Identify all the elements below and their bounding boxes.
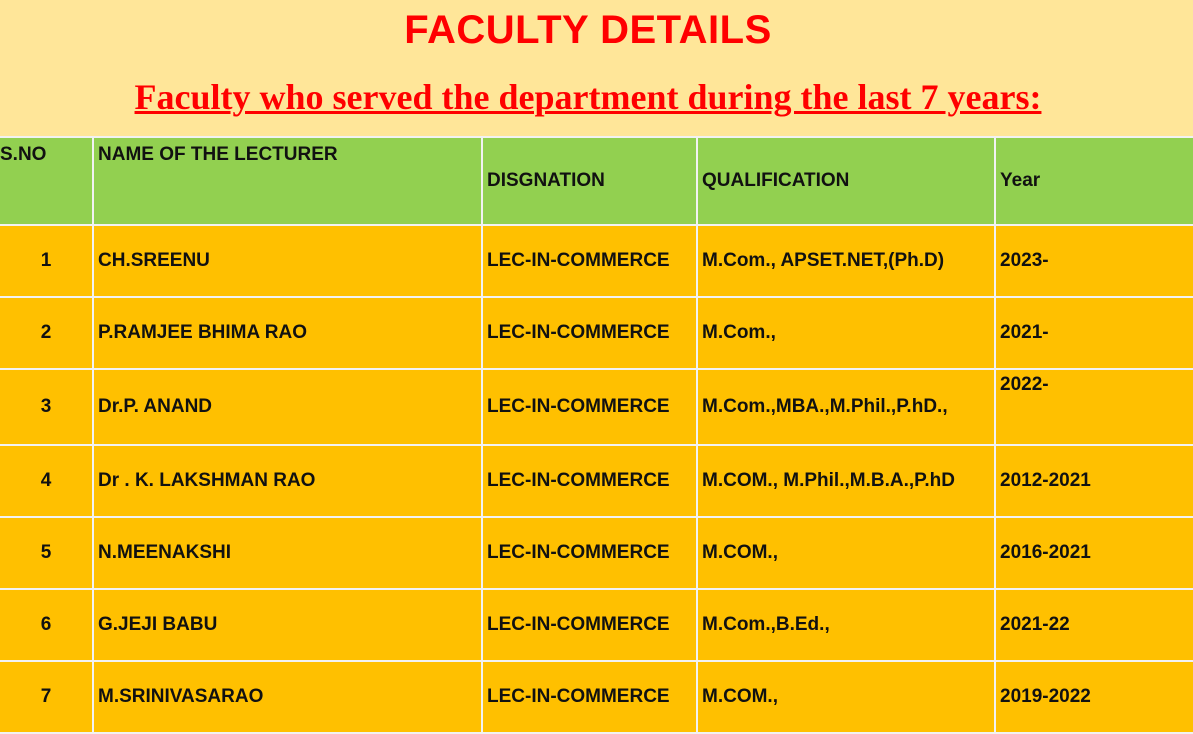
cell-designation: LEC-IN-COMMERCE	[481, 368, 698, 446]
cell-year: 2012-2021	[994, 444, 1193, 518]
header-qualification: QUALIFICATION	[696, 136, 996, 226]
cell-designation: LEC-IN-COMMERCE	[481, 516, 698, 590]
cell-qualification: M.Com.,B.Ed.,	[696, 588, 996, 662]
cell-designation: LEC-IN-COMMERCE	[481, 588, 698, 662]
cell-qualification: M.COM.,	[696, 516, 996, 590]
cell-designation: LEC-IN-COMMERCE	[481, 444, 698, 518]
cell-sno: 5	[0, 516, 94, 590]
header-designation: DISGNATION	[481, 136, 698, 226]
table-row: 5 N.MEENAKSHI LEC-IN-COMMERCE M.COM., 2016-2…	[0, 516, 1193, 590]
table-row: 1 CH.SREENU LEC-IN-COMMERCE M.Com., APSET.N…	[0, 224, 1193, 298]
cell-year: 2021-	[994, 296, 1193, 370]
table-header-row: S.NO NAME OF THE LECTURER DISGNATION QUA…	[0, 136, 1193, 226]
cell-name: CH.SREENU	[92, 224, 483, 298]
cell-designation: LEC-IN-COMMERCE	[481, 296, 698, 370]
table-row: 2 P.RAMJEE BHIMA RAO LEC-IN-COMMERCE M.Com.…	[0, 296, 1193, 370]
cell-sno: 2	[0, 296, 94, 370]
cell-year: 2019-2022	[994, 660, 1193, 734]
cell-sno: 6	[0, 588, 94, 662]
cell-year: 2016-2021	[994, 516, 1193, 590]
header-name: NAME OF THE LECTURER	[92, 136, 483, 226]
cell-sno: 7	[0, 660, 94, 734]
cell-name: G.JEJI BABU	[92, 588, 483, 662]
cell-name: Dr.P. ANAND	[92, 368, 483, 446]
cell-qualification: M.Com., APSET.NET,(Ph.D)	[696, 224, 996, 298]
cell-sno: 3	[0, 368, 94, 446]
cell-designation: LEC-IN-COMMERCE	[481, 660, 698, 734]
cell-year: 2023-	[994, 224, 1193, 298]
cell-name: M.SRINIVASARAO	[92, 660, 483, 734]
page-subtitle: Faculty who served the department during…	[134, 77, 1042, 117]
cell-qualification: M.Com.,MBA.,M.Phil.,P.hD.,	[696, 368, 996, 446]
cell-name: P.RAMJEE BHIMA RAO	[92, 296, 483, 370]
cell-designation: LEC-IN-COMMERCE	[481, 224, 698, 298]
table-row: 3 Dr.P. ANAND LEC-IN-COMMERCE M.Com.,MBA.,M…	[0, 368, 1193, 446]
cell-qualification: M.COM.,	[696, 660, 996, 734]
cell-sno: 1	[0, 224, 94, 298]
cell-year: 2021-22	[994, 588, 1193, 662]
table-row: 4 Dr . K. LAKSHMAN RAO LEC-IN-COMMERCE M.CO…	[0, 444, 1193, 518]
table-row: 6 G.JEJI BABU LEC-IN-COMMERCE M.Com.,B.Ed.,…	[0, 588, 1193, 662]
header-sno: S.NO	[0, 136, 94, 226]
cell-year: 2022-	[994, 368, 1193, 446]
cell-sno: 4	[0, 444, 94, 518]
cell-name: N.MEENAKSHI	[92, 516, 483, 590]
table-row: 7 M.SRINIVASARAO LEC-IN-COMMERCE M.COM., 201…	[0, 660, 1193, 734]
faculty-table: S.NO NAME OF THE LECTURER DISGNATION QUA…	[0, 136, 1193, 734]
cell-name: Dr . K. LAKSHMAN RAO	[92, 444, 483, 518]
header-year: Year	[994, 136, 1193, 226]
cell-qualification: M.COM., M.Phil.,M.B.A.,P.hD	[696, 444, 996, 518]
page-title: FACULTY DETAILS	[404, 8, 772, 52]
cell-qualification: M.Com.,	[696, 296, 996, 370]
